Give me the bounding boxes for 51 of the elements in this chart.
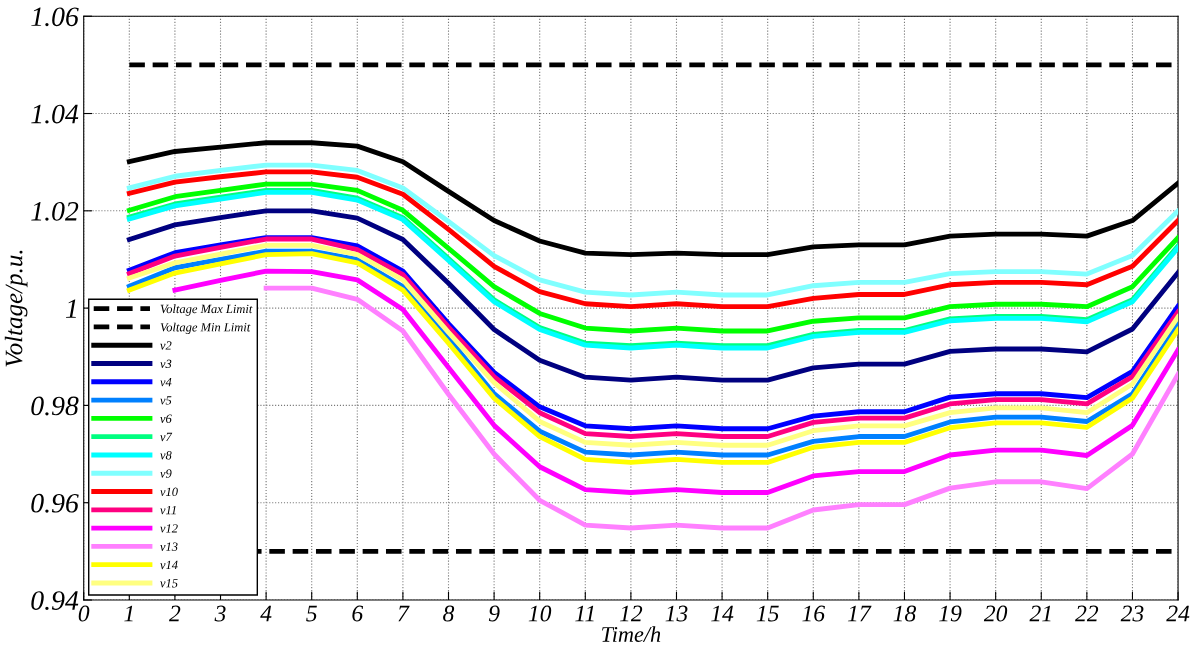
legend-label: v15 — [160, 579, 178, 588]
x-tick-label: 6 — [352, 605, 364, 622]
legend-label: v4 — [160, 377, 172, 387]
legend-label: v3 — [160, 359, 172, 369]
x-tick-label: 19 — [939, 605, 962, 622]
x-tick-label: 20 — [983, 605, 1008, 622]
x-tick-label: 9 — [488, 605, 500, 622]
x-tick-label: 7 — [398, 605, 410, 622]
legend-label: v2 — [160, 341, 172, 350]
x-tick-label: 14 — [711, 605, 734, 622]
legend-label: v8 — [160, 451, 172, 460]
x-tick-label: 18 — [893, 605, 917, 622]
x-axis-title: Time/h — [602, 626, 661, 642]
legend-label: v11 — [160, 505, 176, 515]
x-tick-label: 10 — [528, 605, 552, 622]
x-tick-label: 17 — [847, 605, 872, 622]
x-tick-label: 24 — [1166, 605, 1190, 622]
x-tick-label: 16 — [802, 605, 825, 622]
y-axis-title: Voltage/p.u. — [4, 250, 28, 367]
legend-label: Voltage Max Limit — [160, 304, 253, 316]
y-tick-label: 1 — [65, 299, 76, 318]
y-tick-label: 0.98 — [31, 396, 79, 416]
x-tick-label: 23 — [1120, 605, 1144, 622]
x-tick-label: 12 — [619, 605, 643, 622]
x-tick-label: 8 — [443, 605, 455, 622]
legend-label: v10 — [160, 487, 178, 497]
x-tick-label: 1 — [124, 605, 133, 622]
legend-label: v12 — [160, 524, 178, 533]
legend-label: v6 — [160, 414, 172, 423]
x-tick-label: 3 — [214, 605, 226, 622]
legend-label: v9 — [160, 469, 172, 478]
legend-label: v5 — [160, 396, 172, 405]
x-tick-label: 11 — [575, 605, 594, 622]
x-tick-label: 22 — [1075, 605, 1099, 622]
y-tick-label: 1.04 — [31, 104, 79, 124]
x-tick-label: 21 — [1029, 605, 1051, 622]
line-series — [263, 285, 1179, 531]
y-tick-label: 0.94 — [31, 591, 79, 611]
legend-label: v14 — [160, 560, 178, 570]
legend-label: v13 — [160, 542, 178, 551]
legend-label: v7 — [160, 432, 173, 442]
x-tick-label: 5 — [306, 605, 317, 622]
x-tick-label: 2 — [169, 605, 181, 622]
y-tick-label: 0.96 — [31, 493, 79, 513]
y-tick-label: 1.02 — [31, 201, 79, 221]
y-tick-label: 1.06 — [31, 7, 79, 27]
x-tick-label: 4 — [260, 605, 272, 622]
x-tick-label: 13 — [665, 605, 688, 622]
legend-label: Voltage Min Limit — [160, 322, 251, 334]
x-tick-label: 0 — [78, 605, 90, 622]
x-tick-label: 15 — [756, 605, 779, 622]
